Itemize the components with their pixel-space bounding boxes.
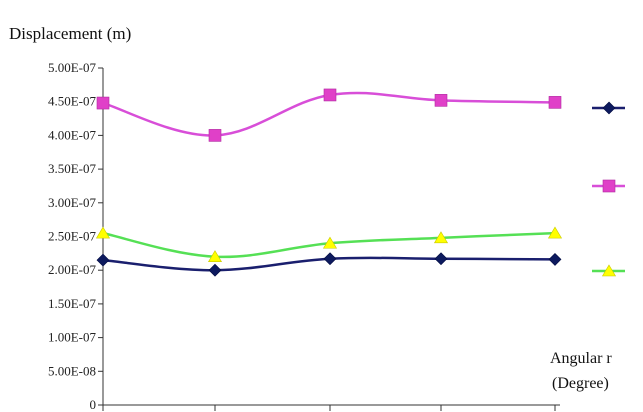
data-point	[548, 252, 562, 266]
y-tick-label: 1.00E-07	[48, 330, 97, 345]
x-axis	[102, 404, 560, 411]
series-0	[96, 252, 562, 277]
legend-entry-0	[592, 101, 625, 115]
legend-swatch-marker	[601, 264, 617, 277]
y-axis-title: Displacement (m)	[9, 24, 131, 43]
y-tick-label: 5.00E-07	[48, 60, 97, 75]
data-point	[323, 252, 337, 266]
data-point	[96, 96, 110, 110]
data-point	[548, 96, 562, 109]
y-tick-label: 2.50E-07	[48, 229, 97, 244]
data-point	[323, 88, 337, 102]
y-tick-label: 3.50E-07	[48, 161, 97, 176]
legend	[592, 101, 625, 277]
data-point	[207, 250, 223, 263]
y-tick-label: 5.00E-08	[48, 363, 96, 378]
data-point	[96, 253, 110, 267]
series-2	[95, 226, 563, 263]
y-tick-label: 3.00E-07	[48, 195, 97, 210]
y-tick-label: 2.00E-07	[48, 262, 97, 277]
y-axis: 0 5.00E-08 1.00E-07 1.50E-07 2.00E-07 2.50E-0…	[48, 60, 104, 412]
data-point	[434, 94, 448, 107]
data-point	[208, 263, 222, 277]
legend-swatch-marker	[602, 179, 616, 193]
y-tick-label: 4.50E-07	[48, 94, 97, 109]
data-point	[322, 236, 338, 249]
legend-entry-2	[592, 264, 625, 277]
data-point	[434, 252, 448, 266]
y-tick-label: 4.00E-07	[48, 127, 97, 142]
legend-swatch-marker	[602, 101, 616, 115]
legend-entry-1	[592, 179, 625, 193]
series-layer	[95, 88, 563, 277]
x-axis-title: Angular r	[550, 350, 612, 367]
y-tick-label: 0	[90, 397, 97, 412]
x-axis-unit: (Degree)	[552, 375, 609, 392]
series-1	[96, 88, 562, 142]
data-point	[95, 226, 111, 239]
y-tick-label: 1.50E-07	[48, 296, 97, 311]
data-point	[547, 226, 563, 239]
data-point	[433, 231, 449, 244]
data-point	[208, 129, 222, 142]
